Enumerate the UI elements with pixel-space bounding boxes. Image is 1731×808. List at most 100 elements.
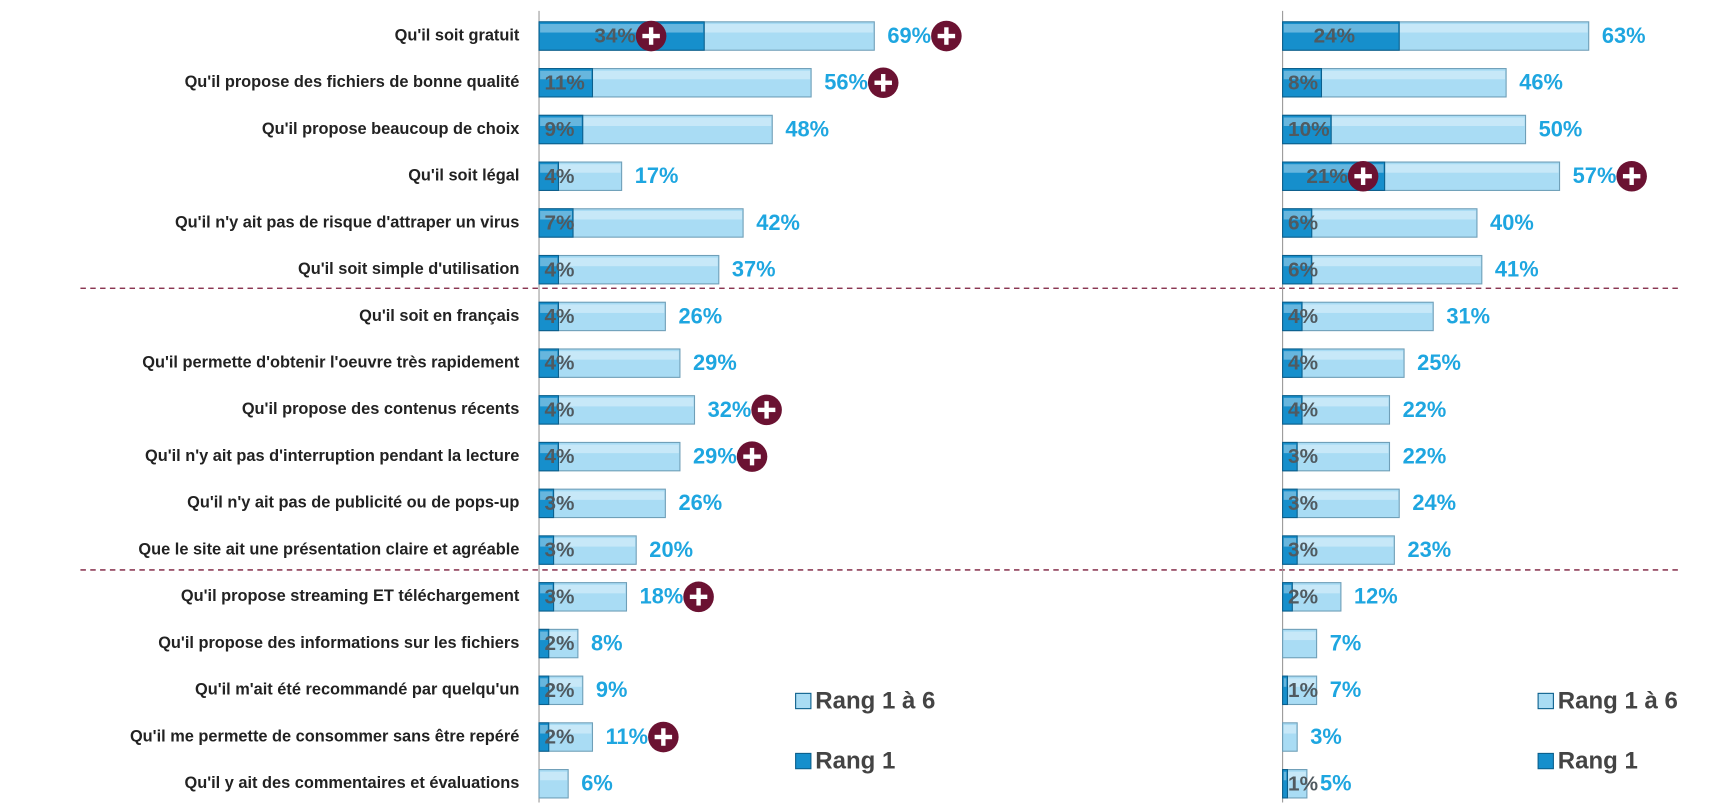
bar [1282, 21, 1400, 51]
value-label: 57% [1573, 163, 1617, 188]
legend-label: Rang 1 [815, 747, 895, 774]
value-label: 11% [606, 724, 648, 749]
bar-shine [540, 584, 626, 594]
bar-shine [1283, 70, 1506, 80]
value-label: 21% [1306, 165, 1348, 188]
value-label: 1% [1288, 679, 1318, 702]
value-label: 4% [544, 305, 574, 328]
legend-swatch [1537, 752, 1554, 770]
bar-shine [1283, 210, 1311, 220]
bar-shine [1283, 351, 1403, 360]
bar [1282, 769, 1289, 799]
value-label: 37% [732, 257, 776, 282]
bar [1282, 628, 1318, 659]
bar [1282, 208, 1313, 238]
bar [1282, 254, 1313, 285]
significance-marker [736, 441, 768, 472]
bar-shine [1283, 257, 1481, 267]
bar [1282, 348, 1303, 378]
bar-shine [540, 678, 548, 687]
bar [538, 628, 550, 659]
value-label: 9% [544, 118, 574, 141]
bar [538, 488, 666, 519]
category-label: Qu'il n'y ait pas de risque d'attraper u… [175, 213, 519, 231]
bar-shine [540, 304, 558, 313]
value-label: 4% [544, 352, 574, 375]
bar [1282, 535, 1298, 565]
bar [1282, 114, 1332, 145]
bar [1282, 254, 1483, 285]
significance-marker [683, 581, 714, 613]
category-label: Qu'il n'y ait pas de publicité ou de pop… [187, 494, 519, 512]
value-label: 17% [635, 163, 679, 188]
bar [1282, 535, 1395, 565]
bar-shine [540, 70, 592, 80]
bar-shine [540, 771, 568, 781]
value-label: 4% [1288, 305, 1318, 328]
category-label: Que le site ait une présentation claire … [138, 540, 519, 558]
category-label: Qu'il soit gratuit [395, 26, 520, 44]
bar [1282, 488, 1298, 519]
marker-bar [1360, 167, 1366, 185]
bar [538, 675, 550, 706]
bar-shine [1283, 771, 1306, 781]
bar-shine [540, 725, 592, 734]
bar [538, 114, 584, 145]
bar-shine [1283, 444, 1297, 454]
marker-bar [696, 588, 701, 606]
bar-shine [1283, 725, 1297, 734]
value-label: 24% [1412, 490, 1456, 515]
bar-shine [1283, 397, 1389, 407]
bar-shine [1283, 70, 1321, 80]
value-label: 18% [640, 584, 684, 609]
value-label: 11% [544, 71, 584, 94]
bar-shine [1283, 257, 1311, 267]
bar [538, 301, 560, 332]
significance-marker [751, 394, 782, 426]
bar-shine [540, 538, 636, 547]
value-label: 4% [1288, 352, 1318, 375]
bar [538, 769, 569, 799]
significance-marker [931, 20, 962, 52]
bar-shine [540, 24, 704, 33]
value-label: 31% [1446, 303, 1490, 328]
bar-shine [540, 584, 553, 594]
value-label: 12% [1354, 584, 1398, 609]
value-label: 8% [1288, 71, 1318, 94]
value-label: 2% [1288, 585, 1318, 608]
category-label: Qu'il soit simple d'utilisation [298, 260, 519, 278]
value-label: 2% [544, 726, 574, 749]
value-label: 3% [544, 539, 574, 562]
bar-shine [1283, 164, 1384, 173]
value-label: 2% [544, 679, 574, 702]
value-label: 63% [1602, 23, 1646, 48]
bar-shine [540, 631, 577, 641]
bar-shine [540, 210, 572, 220]
value-label: 22% [1403, 397, 1447, 422]
category-label: Qu'il me permette de consommer sans être… [130, 727, 519, 745]
value-label: 2% [544, 632, 574, 655]
significance-marker [635, 20, 667, 52]
bar-shine [1283, 164, 1559, 173]
bar [1282, 68, 1323, 98]
bar-shine [540, 351, 679, 360]
bar-shine [540, 257, 558, 267]
bar-shine [540, 491, 665, 500]
bar [1282, 441, 1298, 472]
legend-label: Rang 1 [1558, 747, 1638, 774]
value-label: 46% [1519, 70, 1563, 95]
bar-shine [540, 491, 553, 500]
value-label: 29% [693, 443, 737, 468]
value-label: 32% [708, 397, 752, 422]
bar-shine [540, 164, 558, 173]
bar-shine [540, 725, 548, 734]
value-label: 6% [1288, 212, 1318, 235]
bar-shine [1283, 304, 1433, 313]
category-label: Qu'il propose des informations sur les f… [158, 634, 519, 652]
bar [538, 254, 720, 285]
bar [538, 208, 574, 238]
value-label: 3% [1288, 445, 1318, 468]
value-label: 25% [1417, 350, 1461, 375]
bar [538, 21, 705, 51]
value-label: 4% [544, 398, 574, 421]
